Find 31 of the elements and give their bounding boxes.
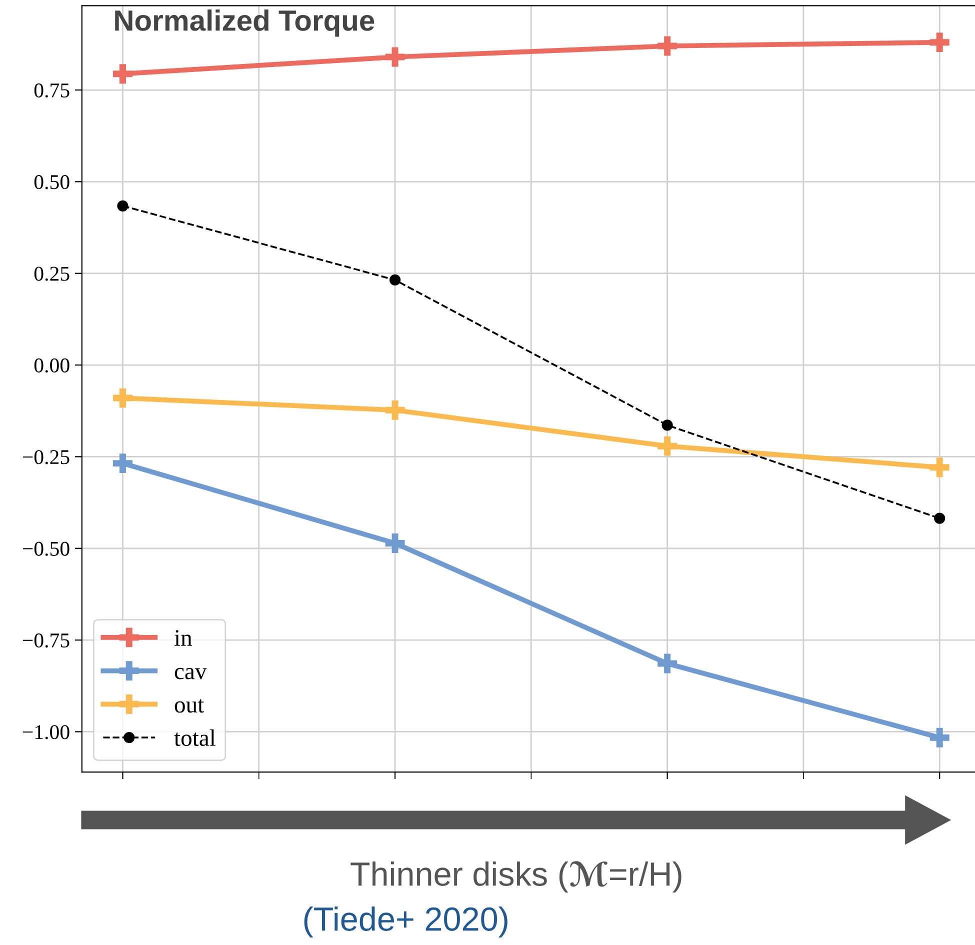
point [930,728,950,748]
point [113,64,132,84]
point [385,534,405,553]
point [658,436,678,456]
point [662,420,673,431]
y-tick-label: −0.50 [22,542,70,556]
legend-label: out [174,699,204,713]
point [117,200,128,212]
point [658,654,678,674]
point [385,47,405,67]
chart-title: Normalized Torque [115,10,374,37]
y-tick-label: −1.00 [22,725,70,740]
y-tick-label: 0.50 [34,175,70,190]
point [385,400,405,420]
point [113,388,132,408]
text: (Tiede+ 2020) [304,906,508,938]
point [930,32,950,52]
point [113,454,132,474]
legend-label: in [174,630,192,646]
y-tick-label: 0.25 [34,266,70,281]
x-axis-title: Thinner disks (ℳ=r/H) [350,861,682,893]
y-tick-label: 0.75 [34,83,70,98]
legend-label: total [174,729,216,746]
point [658,36,678,56]
point [930,458,950,478]
legend-label: cav [174,668,207,680]
y-tick-label: −0.75 [22,633,70,648]
point [389,274,401,286]
y-tick-label: 0.00 [34,358,70,373]
point [934,512,946,524]
y-tick-label: −0.25 [22,450,70,464]
